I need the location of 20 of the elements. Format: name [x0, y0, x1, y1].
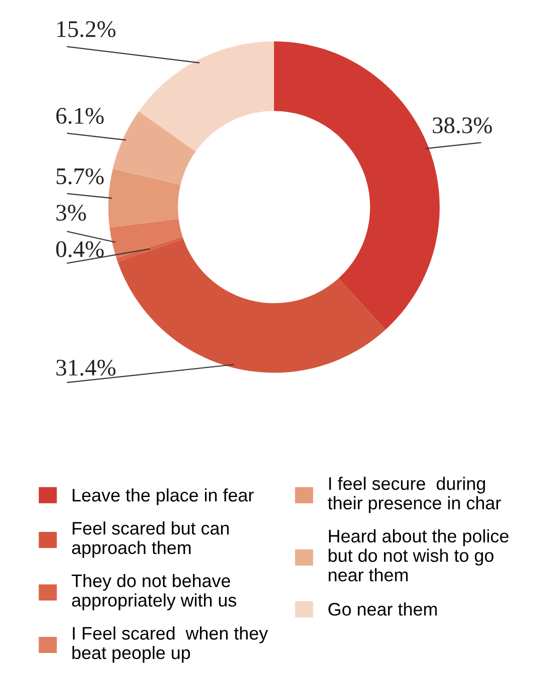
- donut-slice: [112, 111, 196, 185]
- data-label: 0.4%: [56, 241, 104, 258]
- donut-slice: [118, 238, 386, 373]
- legend-label: Heard about the police but do not wish to go near them: [328, 529, 508, 582]
- donut-slice: [138, 41, 274, 152]
- donut-slice: [116, 236, 184, 262]
- data-label: 3%: [56, 204, 86, 221]
- data-label: 5.7%: [56, 168, 104, 184]
- legend-label: Go near them: [328, 602, 437, 616]
- donut-slice: [110, 218, 183, 258]
- legend-label: I feel secure during their presence in char: [328, 476, 501, 514]
- legend-label: Leave the place in fear: [72, 488, 254, 506]
- data-label: 31.4%: [56, 360, 116, 376]
- data-label: 6.1%: [56, 108, 104, 124]
- legend-label: Feel scared but can approach them: [72, 521, 229, 558]
- data-label: 15.2%: [57, 21, 116, 38]
- legend-label: I Feel scared when they beat people up: [72, 626, 268, 663]
- data-label: 38.3%: [432, 117, 492, 134]
- legend-label: They do not behave appropriately with us: [72, 574, 236, 610]
- donut-slice: [108, 168, 181, 228]
